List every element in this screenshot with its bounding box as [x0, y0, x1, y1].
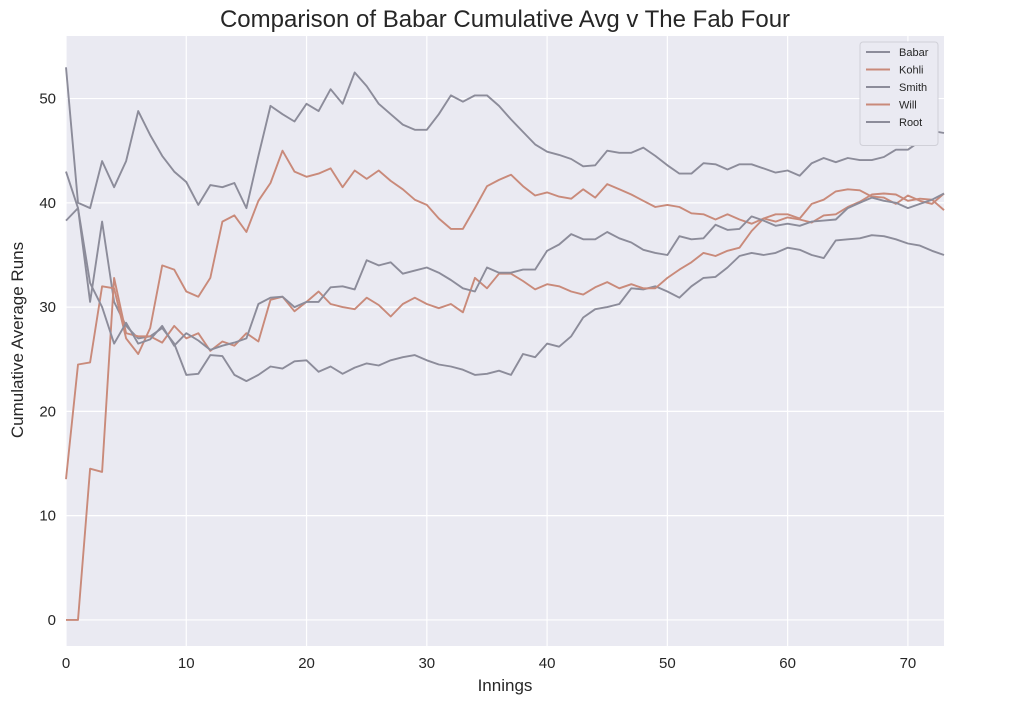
legend-label-root: Root	[899, 117, 922, 129]
legend: Babar Kohli Smith Will Root	[859, 41, 939, 146]
x-tick-label: 40	[539, 655, 556, 672]
legend-label-will: Will	[899, 100, 917, 112]
y-tick-label: 40	[39, 195, 56, 212]
y-tick-label: 30	[39, 299, 56, 316]
series-line-root	[65, 192, 945, 351]
y-tick-label: 50	[39, 91, 56, 108]
series-line-smith	[65, 67, 945, 210]
y-tick-label: 10	[39, 508, 56, 525]
x-tick-label: 50	[659, 655, 676, 672]
series-line-kohli	[65, 149, 945, 480]
x-tick-label: 0	[62, 655, 70, 672]
x-tick-label: 10	[178, 655, 195, 672]
legend-label-smith: Smith	[899, 82, 927, 94]
x-tick-label: 20	[298, 655, 315, 672]
grid-lines	[65, 36, 944, 646]
legend-box	[859, 41, 939, 146]
x-tick-label: 30	[418, 655, 435, 672]
chart-title: Comparison of Babar Cumulative Avg v The…	[219, 6, 791, 33]
y-tick-label: 0	[48, 612, 56, 629]
x-axis-label: Innings	[477, 676, 533, 695]
series-line-babar	[65, 171, 945, 383]
series-layer	[65, 67, 945, 621]
plot-area	[66, 36, 944, 646]
x-tick-label: 60	[779, 655, 796, 672]
legend-label-babar: Babar	[899, 47, 929, 59]
tick-labels: 0 10 20 30 40 50 60 70 0 10 20 30 40 50	[39, 91, 916, 672]
y-tick-label: 20	[39, 403, 56, 420]
legend-label-kohli: Kohli	[899, 65, 923, 77]
x-tick-label: 70	[900, 655, 917, 672]
